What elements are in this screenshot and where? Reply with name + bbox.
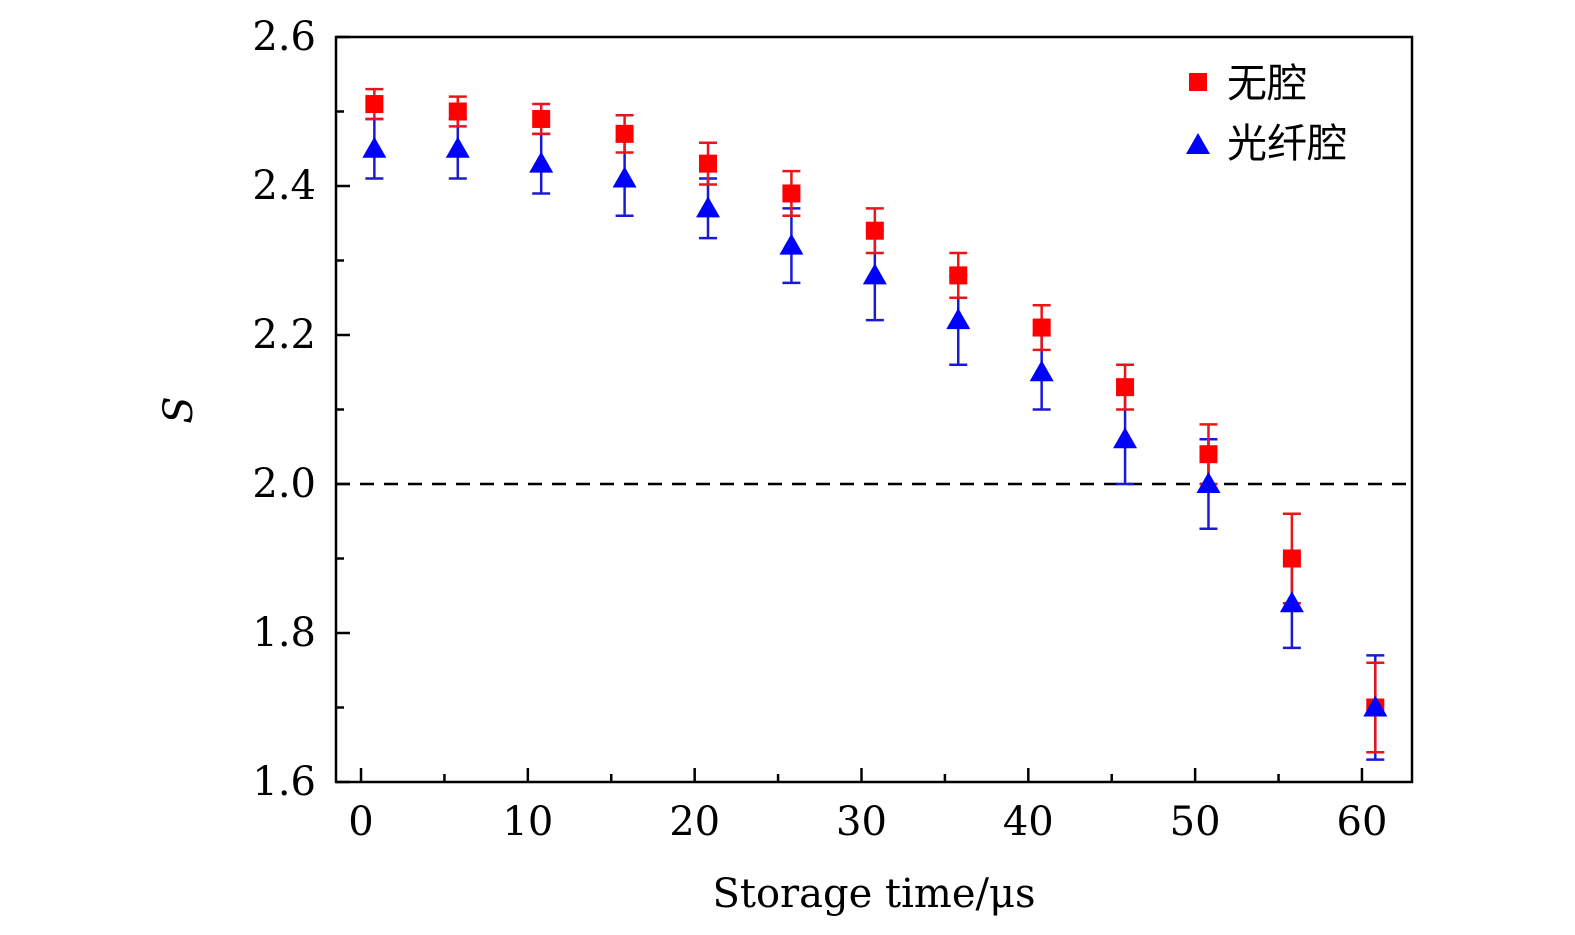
x-tick-label: 60 [1337,799,1388,845]
data-point-square [699,154,718,173]
x-axis-ticks: 0 10 20 30 40 50 60 [348,768,1387,845]
x-tick-label: 30 [836,799,887,845]
x-tick-label: 20 [669,799,720,845]
y-tick-label: 2.4 [252,163,316,209]
data-point-square [532,109,551,128]
data-point-square [1032,318,1051,337]
data-point-square [615,124,634,143]
x-tick-label: 40 [1003,799,1054,845]
data-point-square [782,184,801,203]
x-tick-label: 50 [1170,799,1221,845]
data-point-triangle [612,166,637,188]
y-tick-label: 2.6 [252,14,316,60]
data-point-triangle [445,136,470,158]
data-point-square [949,266,968,285]
data-series [362,87,1388,761]
data-point-triangle [1029,360,1054,382]
data-point-square [865,221,884,240]
legend-marker-square [1189,73,1207,91]
data-point-square [365,95,384,114]
data-point-triangle [779,233,804,255]
data-point-triangle [1279,591,1304,613]
legend-label-fiber-cavity: 光纤腔 [1227,121,1347,167]
data-point-triangle [529,151,554,173]
x-tick-label: 10 [502,799,553,845]
data-point-triangle [696,196,721,218]
y-tick-label: 2.2 [252,312,316,358]
legend: 无腔 光纤腔 [1186,61,1347,167]
data-point-triangle [1363,695,1388,717]
legend-marker-triangle [1186,133,1210,154]
data-point-triangle [1113,427,1138,449]
x-axis-title: Storage time/μs [713,871,1036,917]
data-point-square [1116,378,1135,397]
y-tick-label: 2.0 [252,461,316,507]
data-point-square [448,102,467,121]
data-point-square [1282,549,1301,568]
data-point-triangle [1196,472,1221,493]
y-tick-label: 1.6 [252,759,316,805]
y-axis-title: S [156,396,202,423]
legend-label-no-cavity: 无腔 [1227,61,1307,107]
data-point-square [1199,445,1218,464]
data-point-triangle [862,263,887,285]
data-point-triangle [362,136,387,158]
y-axis-ticks: 1.6 1.8 2.0 2.2 2.4 2.6 [252,14,350,805]
y-tick-label: 1.8 [252,610,316,656]
x-tick-label: 0 [348,799,373,845]
data-point-triangle [946,308,971,330]
